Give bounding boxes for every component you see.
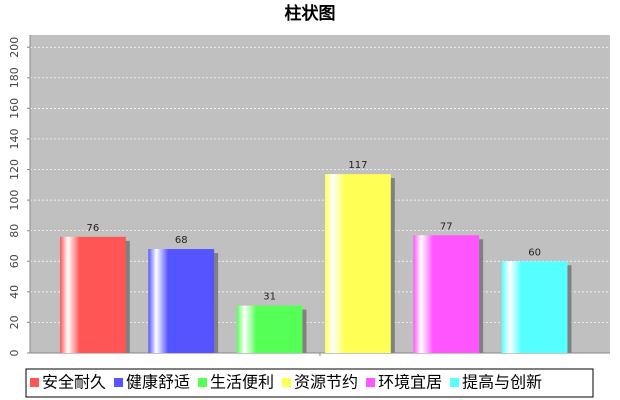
- legend-swatch: [282, 378, 292, 387]
- value-label: 60: [528, 247, 541, 258]
- legend-label: 提高与创新: [462, 373, 542, 392]
- value-label: 31: [263, 292, 276, 303]
- chart-title: 柱状图: [285, 3, 336, 24]
- legend-label: 生活便利: [210, 373, 274, 392]
- y-tick-label: 100: [8, 190, 21, 211]
- value-label: 77: [440, 221, 453, 232]
- bar: [148, 249, 215, 353]
- bar: [60, 236, 126, 353]
- legend-label: 资源节约: [294, 373, 358, 392]
- legend-swatch: [450, 378, 460, 387]
- bar: [236, 305, 303, 353]
- value-label: 68: [175, 235, 188, 246]
- legend-swatch: [114, 378, 124, 387]
- y-tick-label: 160: [8, 98, 21, 119]
- bar: [501, 261, 568, 353]
- y-tick-label: 180: [8, 67, 21, 88]
- y-tick-label: 0: [8, 350, 21, 357]
- legend-swatch: [30, 378, 39, 387]
- y-tick-label: 80: [8, 224, 21, 238]
- legend-label: 健康舒适: [126, 373, 190, 392]
- y-tick-label: 200: [8, 37, 21, 58]
- y-tick-label: 20: [8, 315, 21, 329]
- y-tick-label: 60: [8, 254, 21, 268]
- value-label: 76: [87, 223, 100, 234]
- legend-swatch: [366, 378, 376, 387]
- y-tick-label: 40: [8, 285, 21, 299]
- value-label: 117: [348, 160, 367, 171]
- legend-label: 安全耐久: [42, 373, 106, 392]
- bar: [413, 235, 480, 353]
- y-tick-label: 140: [8, 128, 21, 149]
- y-tick-label: 120: [8, 159, 21, 180]
- legend-swatch: [198, 378, 208, 387]
- legend-label: 环境宜居: [378, 373, 442, 392]
- bar: [325, 174, 391, 353]
